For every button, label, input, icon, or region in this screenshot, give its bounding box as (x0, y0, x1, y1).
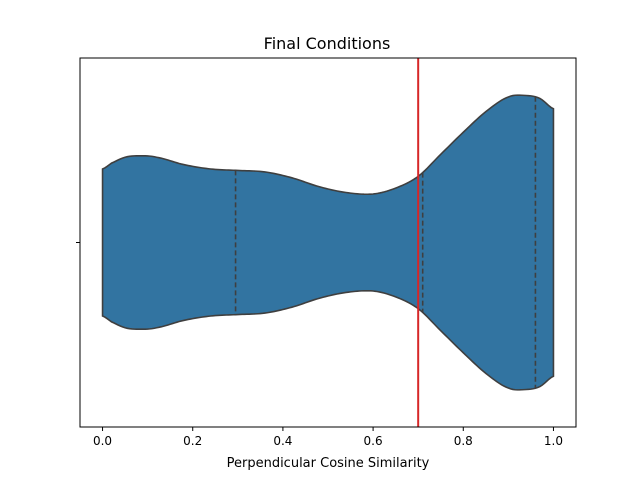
x-axis: 0.0 0.2 0.4 0.6 0.8 1.0 (93, 427, 563, 448)
x-tick-label: 1.0 (544, 434, 563, 448)
x-tick-label: 0.2 (183, 434, 202, 448)
plot-area (79, 57, 577, 428)
x-tick-label: 0.0 (93, 434, 112, 448)
chart-title: Final Conditions (264, 34, 391, 53)
x-axis-label: Perpendicular Cosine Similarity (227, 456, 430, 471)
x-tick-label: 0.4 (273, 434, 292, 448)
violin-body (101, 94, 555, 391)
x-tick-label: 0.8 (454, 434, 473, 448)
x-tick-label: 0.6 (364, 434, 383, 448)
quartile-lines (234, 96, 537, 389)
